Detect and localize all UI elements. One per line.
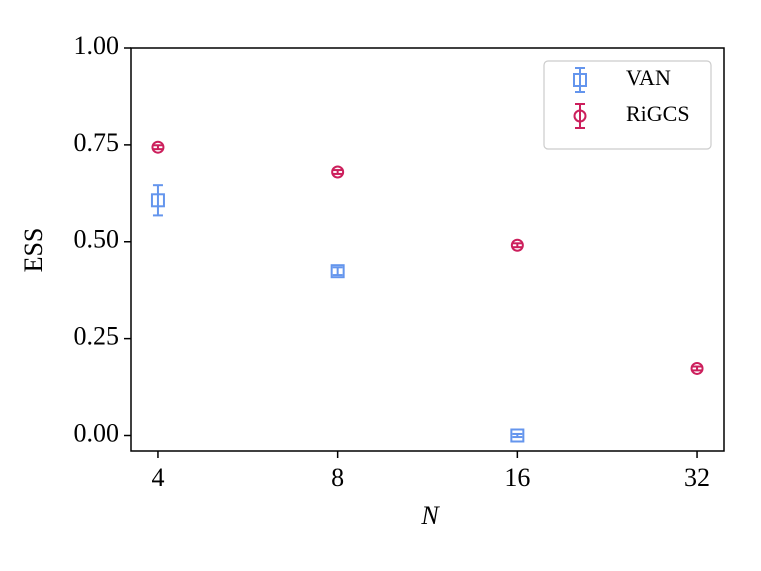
plot-frame <box>130 47 725 452</box>
error-bar <box>152 144 163 151</box>
marker <box>510 428 525 443</box>
marker <box>151 140 165 154</box>
y-tick-label: 1.00 <box>74 31 120 60</box>
error-bar <box>512 242 523 249</box>
error-bar <box>575 103 585 129</box>
marker <box>510 238 524 252</box>
error-bar <box>152 184 163 217</box>
x-tick-label: 32 <box>684 463 710 492</box>
x-tick-label: 4 <box>151 463 164 492</box>
x-axis-label: N <box>420 501 440 530</box>
y-tick-label: 0.75 <box>74 128 120 157</box>
x-tick-label: 16 <box>504 463 530 492</box>
marker <box>690 361 704 375</box>
marker <box>150 193 165 208</box>
y-tick-label: 0.50 <box>74 225 120 254</box>
legend-label: VAN <box>626 65 671 90</box>
error-bar <box>512 432 523 439</box>
error-bar <box>575 67 585 93</box>
marker <box>330 264 345 279</box>
y-tick-label: 0.25 <box>74 322 120 351</box>
legend-label: RiGCS <box>626 101 690 126</box>
error-bar <box>332 169 343 175</box>
marker <box>331 165 345 179</box>
x-tick-label: 8 <box>331 463 344 492</box>
y-tick-label: 0.00 <box>74 418 120 447</box>
error-bar <box>692 365 703 372</box>
error-bar <box>332 266 343 277</box>
y-axis-label: ESS <box>19 228 48 273</box>
